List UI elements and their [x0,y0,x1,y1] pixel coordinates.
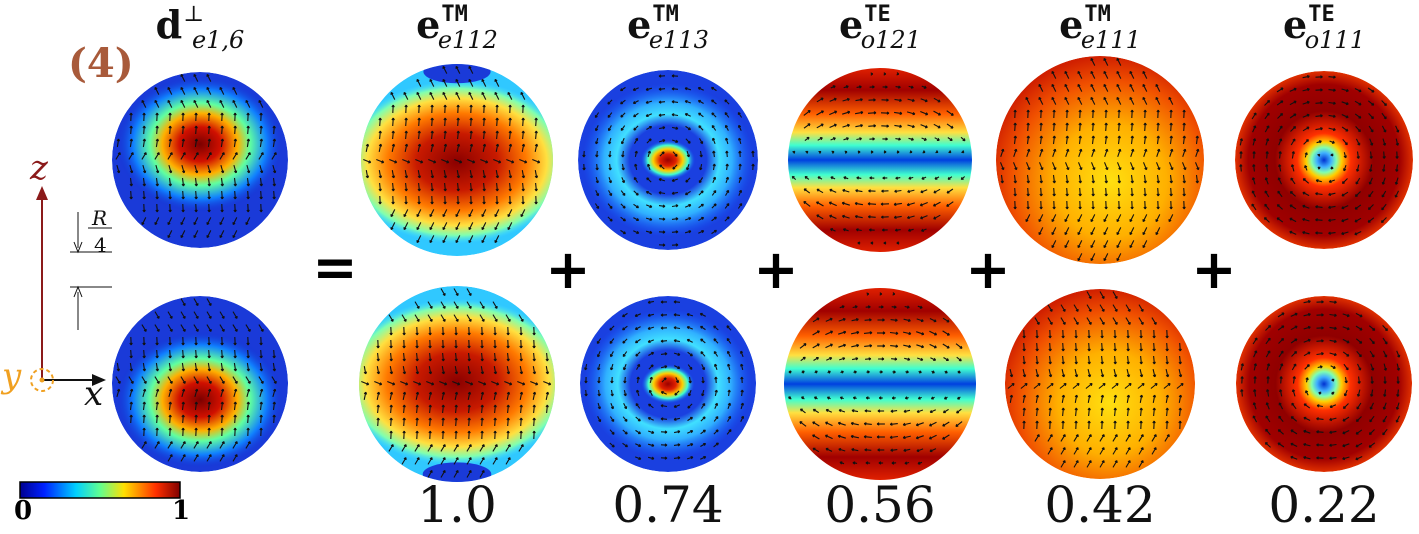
column-title-1: d⊥e1,6 [110,2,290,62]
title-subscript: e113 [649,26,709,54]
field-disk-e112-bottom [339,286,574,486]
plus-sign-1: + [543,238,593,301]
title-subscript: e1,6 [192,26,244,54]
title-base: e [627,2,651,47]
title-superscript: TE [1308,2,1335,27]
colorbar-max-label: 1 [172,496,190,526]
plus-sign-4: + [1189,238,1239,301]
plus-sign-3: + [963,238,1013,301]
field-disk-e112-top [342,60,572,256]
panel-label: (4) [68,40,134,87]
scale-denominator: 4 [94,233,107,257]
title-superscript: TM [652,2,679,27]
title-base: e [416,2,440,47]
field-disk-o121-bottom [784,288,976,480]
title-superscript: TE [864,2,891,27]
coefficient-5: 0.42 [1010,476,1190,534]
field-disk-o111-bottom [1236,296,1412,472]
field-disk-e111-bottom [1005,289,1195,479]
coefficient-2: 1.0 [367,476,547,534]
column-title-4: eTEo121 [790,2,970,62]
column-title-3: eTMe113 [578,2,758,62]
x-axis-label: x [84,374,103,414]
coefficient-3: 0.74 [578,476,758,534]
field-disk-o121-top [788,68,972,252]
title-base: d [156,2,183,47]
title-subscript: e111 [1081,26,1141,54]
field-disk-e113-bottom [580,296,756,472]
field-disk-lhs-top [112,72,288,248]
title-subscript: e112 [438,26,498,54]
coefficient-6: 0.22 [1234,476,1414,534]
y-axis-label: y [2,356,21,396]
title-subscript: o111 [1305,26,1365,54]
field-disk-e111-top [996,56,1204,264]
field-disk-lhs-bottom [112,296,288,472]
coefficient-4: 0.56 [790,476,970,534]
title-superscript: TM [441,2,468,27]
scale-numerator: R [92,206,107,230]
column-title-2: eTMe112 [367,2,547,62]
title-superscript: TM [1084,2,1111,27]
title-base: e [1059,2,1083,47]
equals-sign: = [310,236,360,299]
title-base: e [1283,2,1307,47]
z-axis-label: z [30,148,48,188]
title-base: e [839,2,863,47]
field-disk-e113-top [578,70,758,250]
title-superscript: ⊥ [183,2,204,27]
title-subscript: o121 [861,26,921,54]
column-title-6: eTEo111 [1234,2,1414,62]
colorbar [20,482,180,498]
plus-sign-2: + [751,238,801,301]
colorbar-min-label: 0 [14,496,32,526]
column-title-5: eTMe111 [1010,2,1190,62]
field-disk-o111-top [1235,71,1413,249]
